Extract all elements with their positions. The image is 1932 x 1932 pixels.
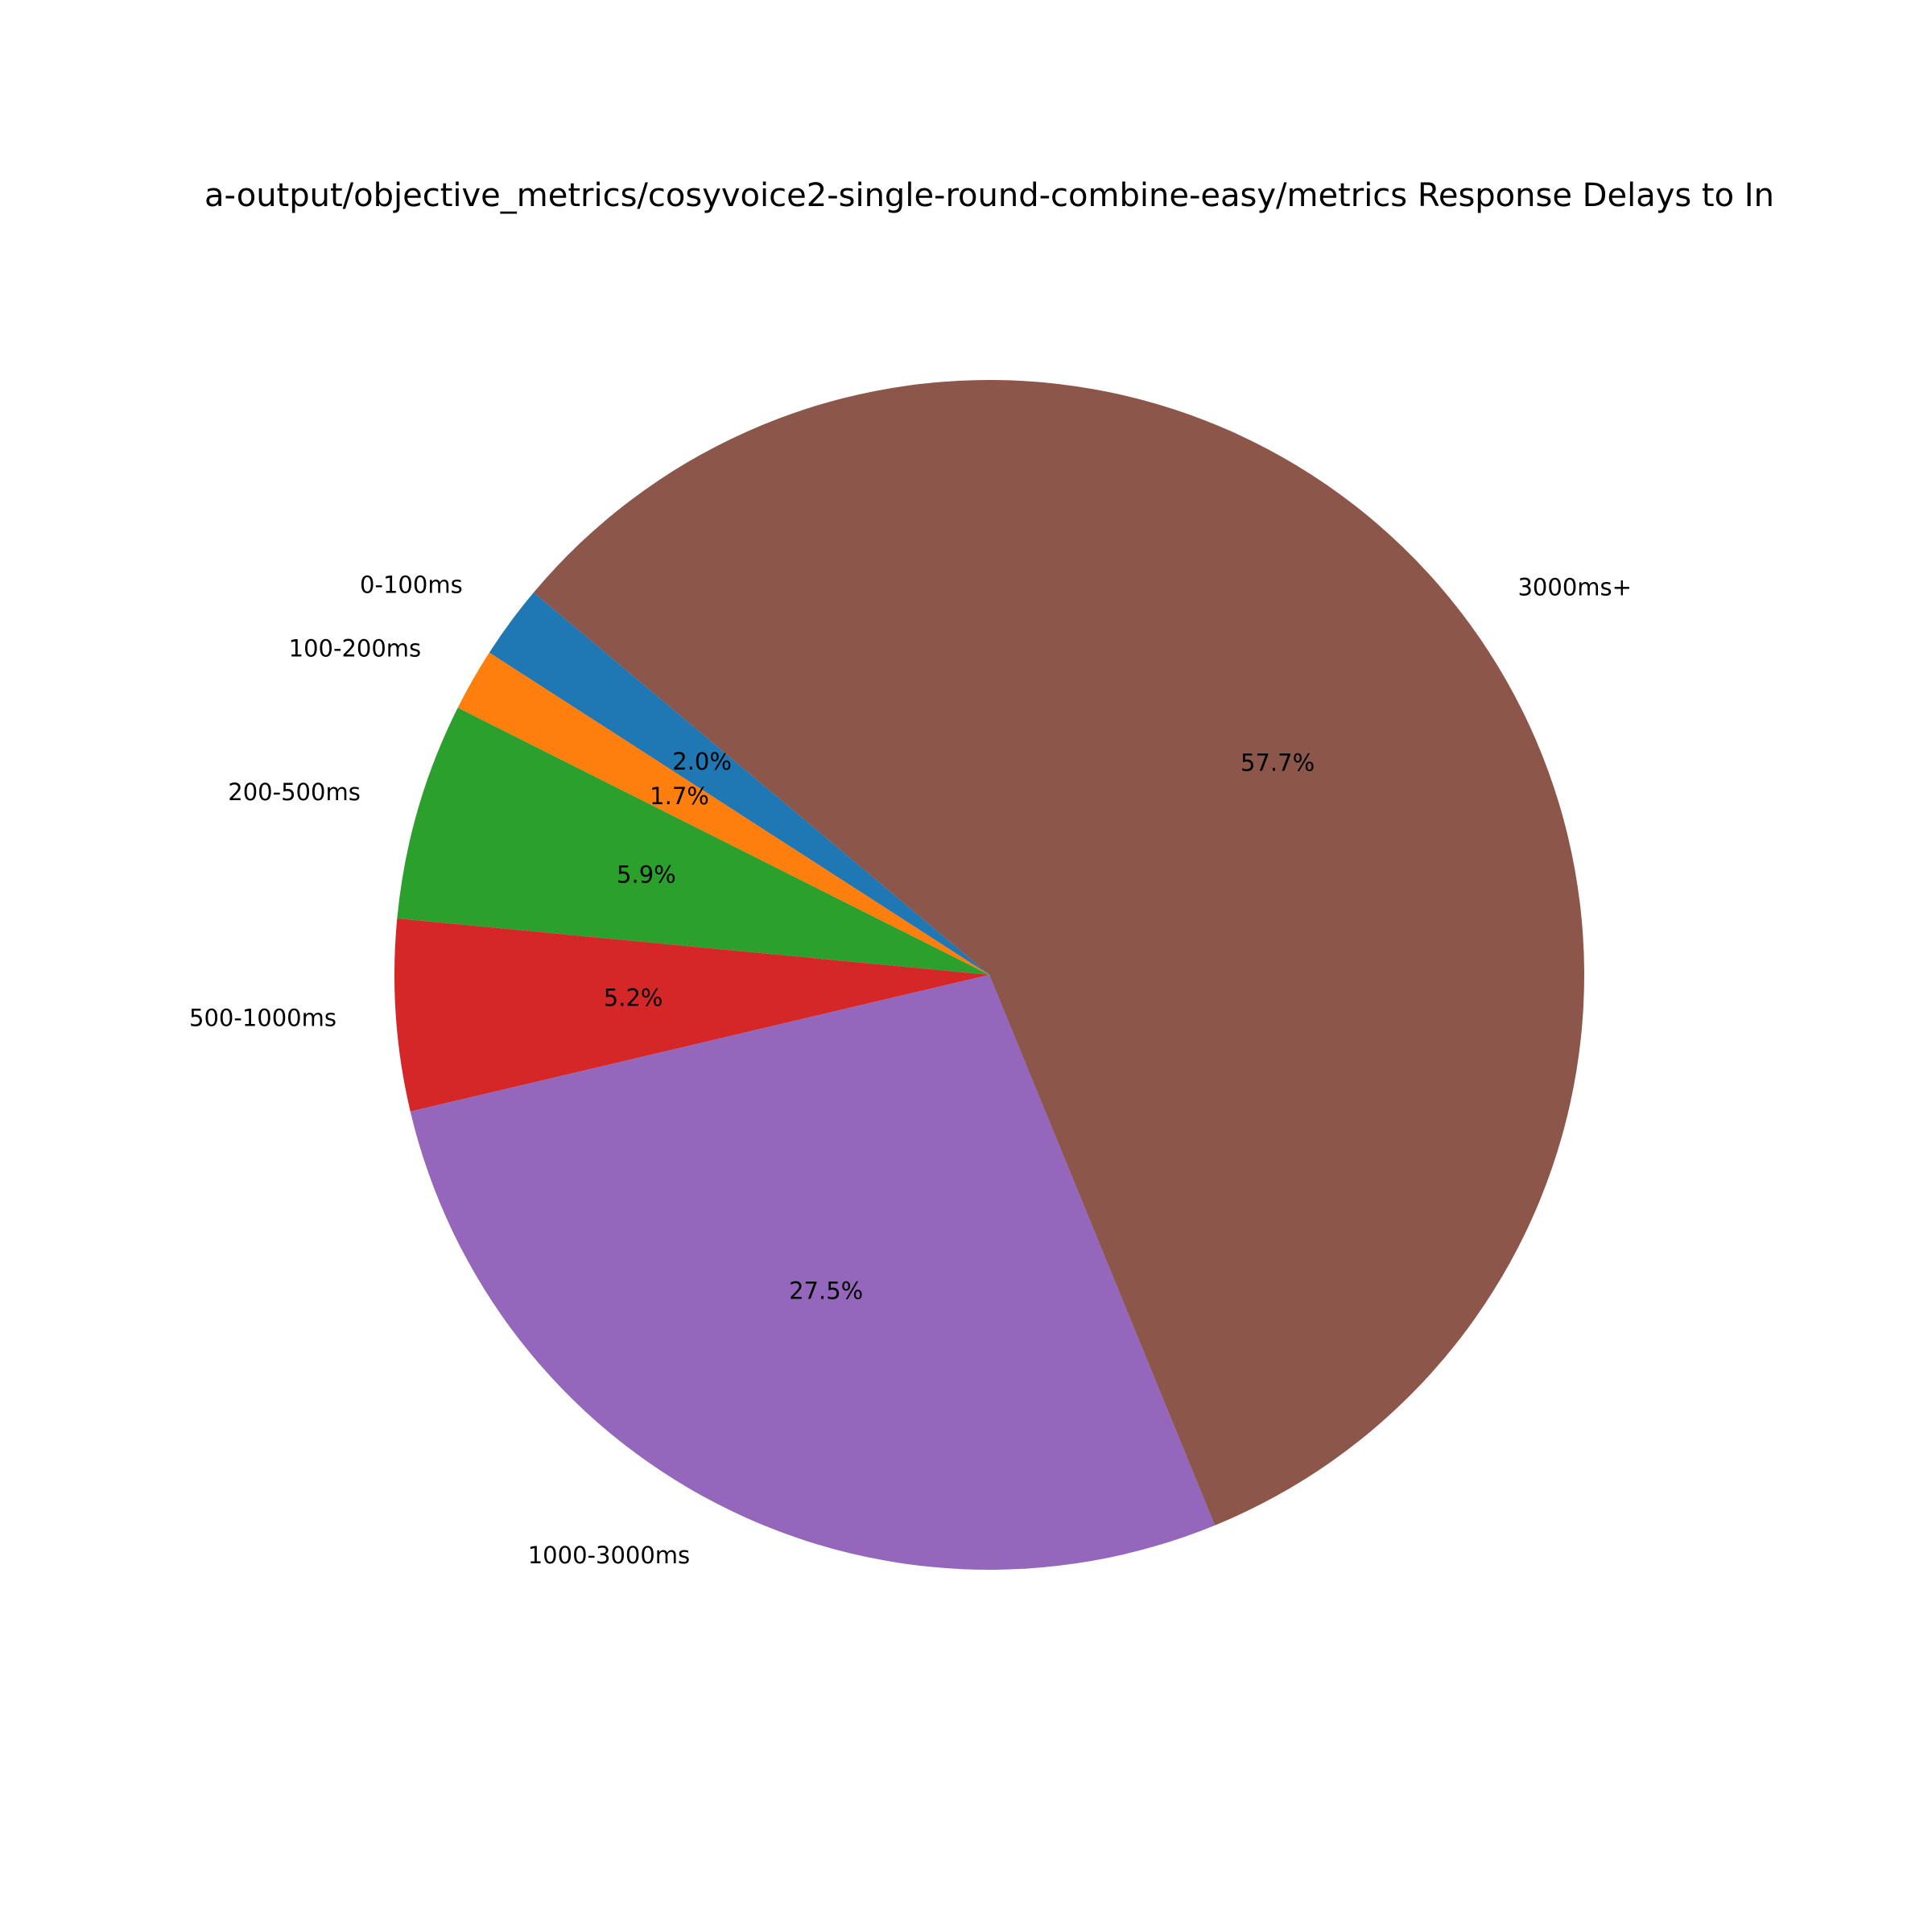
percent-label: 2.0% xyxy=(672,748,732,775)
percent-label: 5.2% xyxy=(604,984,663,1011)
percent-label: 57.7% xyxy=(1241,749,1315,777)
category-label: 3000ms+ xyxy=(1517,574,1631,601)
category-label: 0-100ms xyxy=(360,572,463,599)
pie-wedge xyxy=(410,975,1216,1571)
category-label: 1000-3000ms xyxy=(528,1542,690,1569)
category-label: 200-500ms xyxy=(228,778,361,806)
pie-wedge xyxy=(457,652,989,975)
chart-title: a-output/objective_metrics/cosyvoice2-si… xyxy=(204,177,1774,214)
pie-wedge xyxy=(394,918,989,1112)
pie-wedge xyxy=(397,708,989,975)
percent-label: 5.9% xyxy=(617,861,676,888)
percent-label: 27.5% xyxy=(789,1277,863,1304)
percent-label: 1.7% xyxy=(650,782,709,810)
pie-wedge xyxy=(533,380,1584,1525)
pie-wedge xyxy=(489,592,989,975)
category-label: 500-1000ms xyxy=(189,1005,336,1032)
category-label: 100-200ms xyxy=(289,635,422,663)
